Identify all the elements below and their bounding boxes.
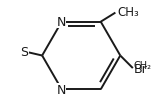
Text: N: N [57, 16, 66, 29]
Text: S: S [20, 45, 28, 58]
Text: Br: Br [134, 63, 147, 76]
Text: CH₃: CH₃ [117, 6, 139, 19]
Text: CH₂: CH₂ [134, 60, 152, 70]
Text: N: N [57, 83, 66, 96]
